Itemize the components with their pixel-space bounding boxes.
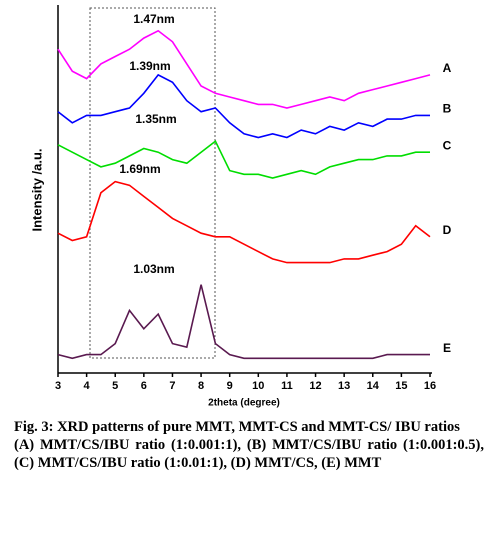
series-label: B bbox=[443, 102, 452, 116]
peak-annotation: 1.03nm bbox=[133, 262, 174, 276]
series-label: A bbox=[443, 61, 452, 75]
x-tick-label: 8 bbox=[198, 380, 204, 392]
series-label: E bbox=[443, 341, 451, 355]
peak-annotation: 1.47nm bbox=[133, 12, 174, 26]
series-line bbox=[57, 139, 430, 179]
caption-body: (A) MMT/CS/IBU ratio (1:0.001:1), (B) MM… bbox=[14, 437, 484, 471]
peak-annotation: 1.35nm bbox=[135, 112, 176, 126]
highlight-box bbox=[89, 7, 216, 359]
chart: Intensity /a.u. 2theta (degree) 3 4 5 6 7 8 9 1… bbox=[29, 5, 452, 409]
y-axis-label: Intensity /a.u. bbox=[29, 148, 44, 231]
x-tick-label: 14 bbox=[367, 380, 380, 392]
x-tick-label: 11 bbox=[281, 380, 293, 392]
x-tick-label: 9 bbox=[227, 380, 233, 392]
peak-annotation: 1.39nm bbox=[129, 59, 170, 73]
series-label: C bbox=[443, 138, 452, 152]
caption-title: Fig. 3: XRD patterns of pure MMT, MMT-CS… bbox=[14, 419, 460, 435]
series-line bbox=[57, 180, 431, 264]
x-tick-label: 16 bbox=[424, 380, 436, 392]
x-tick-label: 4 bbox=[84, 380, 91, 392]
x-tick-label: 15 bbox=[395, 380, 407, 392]
x-tick-label: 10 bbox=[252, 380, 264, 392]
x-tick-label: 12 bbox=[309, 380, 321, 392]
x-tick-label: 7 bbox=[169, 380, 175, 392]
x-tick-label: 13 bbox=[338, 380, 350, 392]
series-label: D bbox=[443, 223, 452, 237]
x-tick-label: 3 bbox=[55, 380, 61, 392]
caption: Fig. 3: XRD patterns of pure MMT, MMT-CS… bbox=[14, 418, 484, 472]
x-axis-label: 2theta (degree) bbox=[208, 398, 280, 409]
series-line bbox=[57, 284, 430, 360]
x-tick-label: 5 bbox=[112, 380, 118, 392]
series-line bbox=[57, 29, 431, 109]
x-tick-label: 6 bbox=[141, 380, 147, 392]
peak-annotation: 1.69nm bbox=[119, 162, 160, 176]
series-line bbox=[57, 73, 430, 139]
